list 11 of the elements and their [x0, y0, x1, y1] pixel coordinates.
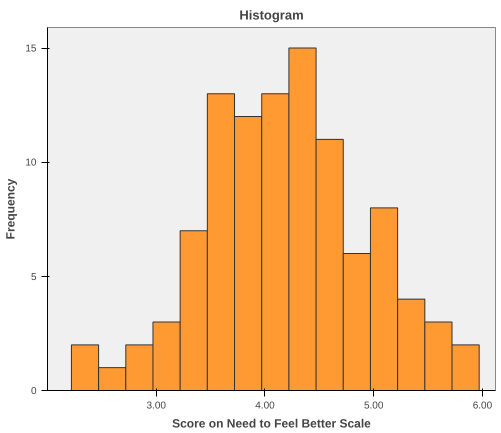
y-tick-label: 10	[25, 158, 37, 169]
x-tick-label: 5.00	[364, 400, 384, 412]
x-axis-title: Score on Need to Feel Better Scale	[172, 416, 372, 430]
y-tick-label: 15	[25, 44, 37, 55]
y-tick-label: 5	[30, 272, 37, 283]
x-tick-label: 6.00	[472, 400, 493, 412]
x-tick-label: 4.00	[255, 400, 276, 412]
chart-title: Histogram	[239, 8, 304, 22]
y-tick-label: 0	[30, 386, 37, 397]
x-tick-label: 3.00	[146, 400, 166, 412]
y-axis-title: Frequency	[3, 178, 18, 240]
